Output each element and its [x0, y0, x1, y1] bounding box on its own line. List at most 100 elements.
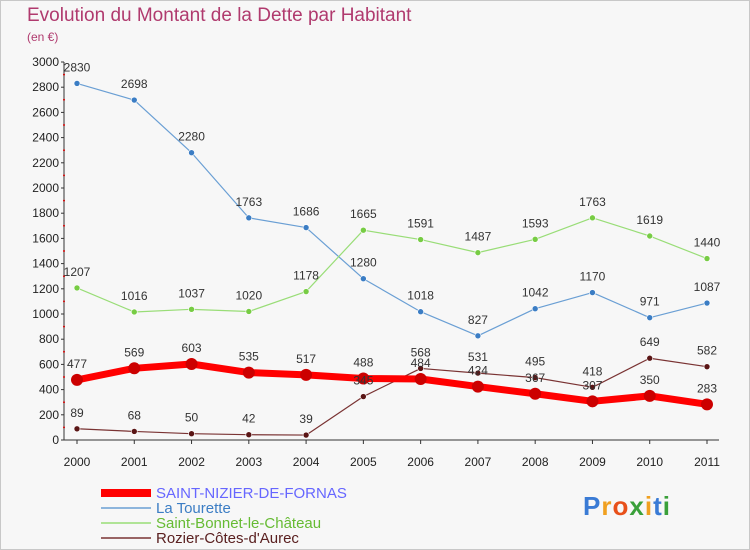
y-tick-label: 400 — [39, 383, 59, 397]
series-line — [76, 357, 708, 436]
data-point — [646, 232, 654, 240]
y-tick-label: 2200 — [32, 156, 59, 170]
data-label: 582 — [697, 344, 717, 358]
data-point — [245, 214, 253, 222]
data-label: 1170 — [580, 270, 606, 284]
data-label: 1018 — [407, 289, 434, 303]
legend-label: La Tourette — [156, 500, 231, 517]
data-point — [300, 368, 313, 381]
data-label: 39 — [299, 412, 313, 426]
y-minor-dot — [63, 350, 65, 353]
data-point — [474, 332, 482, 340]
y-tick-label: 2600 — [32, 105, 59, 119]
legend-label: SAINT-NIZIER-DE-FORNAS — [156, 485, 347, 502]
data-point — [586, 395, 599, 408]
y-tick-label: 600 — [39, 357, 59, 371]
data-point — [185, 358, 198, 371]
data-point — [302, 288, 310, 295]
x-tick-label: 2011 — [694, 455, 720, 469]
logo-letter: o — [612, 491, 630, 521]
data-point — [414, 373, 427, 386]
x-tick-label: 2003 — [235, 455, 262, 469]
data-point — [531, 235, 539, 243]
data-point — [360, 393, 367, 400]
data-point — [302, 431, 310, 439]
data-point — [188, 430, 195, 438]
data-label: 1591 — [407, 217, 434, 231]
data-point — [71, 373, 83, 386]
y-tick-label: 1800 — [32, 206, 59, 220]
data-label: 603 — [182, 341, 202, 355]
data-label: 488 — [353, 356, 373, 370]
y-minor-dot — [63, 199, 65, 202]
data-label: 1763 — [235, 195, 262, 209]
y-tick-label: 2800 — [32, 80, 59, 94]
data-label: 350 — [640, 373, 660, 387]
y-minor-dot — [63, 98, 65, 101]
data-point — [703, 363, 711, 370]
data-label: 89 — [70, 406, 84, 420]
data-label: 418 — [582, 364, 602, 378]
y-minor-dot — [63, 250, 65, 252]
data-point — [130, 308, 138, 316]
data-point — [589, 289, 596, 296]
y-minor-dot — [63, 275, 65, 278]
data-point — [245, 308, 253, 315]
data-label: 484 — [411, 356, 431, 370]
series-line — [76, 82, 708, 337]
y-minor-dot — [63, 300, 65, 303]
data-label: 827 — [468, 313, 488, 327]
data-label: 1280 — [350, 256, 377, 270]
data-label: 649 — [640, 335, 660, 349]
data-label: 1593 — [522, 216, 549, 230]
x-tick-label: 2001 — [121, 455, 148, 469]
x-tick-label: 2006 — [407, 455, 434, 469]
data-label: 1763 — [579, 195, 606, 209]
data-point — [188, 149, 195, 157]
data-point — [357, 372, 370, 385]
data-point — [130, 428, 138, 435]
logo-letter: x — [629, 491, 645, 521]
data-label: 1042 — [522, 286, 549, 300]
y-minor-dot — [63, 325, 65, 328]
data-point — [188, 306, 195, 313]
data-point — [242, 366, 255, 379]
series-line — [76, 217, 708, 313]
data-point — [646, 354, 654, 362]
y-tick-label: 800 — [39, 332, 59, 346]
data-point — [646, 314, 654, 321]
y-tick-label: 1000 — [32, 307, 59, 321]
legend-label: Saint-Bonnet-le-Château — [156, 515, 321, 532]
data-point — [703, 255, 711, 262]
proxiti-logo: Proxiti — [583, 491, 671, 522]
data-label: 307 — [582, 378, 602, 392]
legend-label: Rozier-Côtes-d'Aurec — [156, 530, 299, 547]
data-point — [73, 284, 81, 292]
logo-letter: i — [662, 491, 671, 521]
data-point — [474, 249, 482, 256]
y-minor-dot — [63, 224, 65, 227]
data-point — [471, 380, 484, 393]
data-point — [128, 362, 141, 375]
data-point — [701, 398, 713, 411]
data-point — [703, 299, 711, 307]
data-point — [529, 387, 542, 400]
data-label: 1440 — [694, 236, 721, 250]
x-tick-label: 2002 — [178, 455, 205, 469]
data-label: 971 — [640, 295, 660, 309]
data-label: 367 — [525, 371, 545, 385]
chart-title: Evolution du Montant de la Dette par Hab… — [27, 5, 412, 26]
y-tick-label: 1400 — [32, 257, 59, 271]
y-tick-label: 0 — [52, 433, 59, 447]
x-tick-label: 2000 — [64, 455, 91, 469]
data-point — [589, 384, 596, 391]
data-point — [73, 425, 81, 433]
data-point — [417, 236, 424, 243]
data-label: 1178 — [293, 269, 319, 283]
y-tick-label: 3000 — [32, 55, 59, 69]
logo-letter: P — [583, 491, 602, 521]
y-tick-label: 1600 — [32, 231, 59, 245]
y-minor-dot — [63, 401, 65, 404]
data-point — [531, 305, 539, 313]
